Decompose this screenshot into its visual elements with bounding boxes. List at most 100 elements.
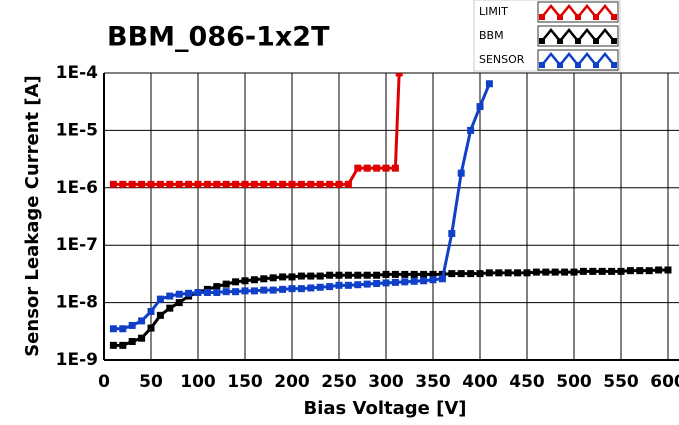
data-point — [232, 288, 240, 296]
data-point — [288, 273, 296, 281]
data-point — [420, 277, 428, 285]
data-point — [166, 304, 174, 312]
data-point — [307, 180, 315, 188]
legend-label: BBM — [479, 29, 504, 42]
data-point — [532, 268, 540, 276]
data-point — [344, 271, 352, 279]
x-tick-label: 550 — [603, 372, 639, 392]
data-point — [561, 268, 569, 276]
data-point — [579, 267, 587, 275]
data-point — [147, 180, 155, 188]
data-point — [420, 270, 428, 278]
x-tick-label: 150 — [227, 372, 263, 392]
x-tick-label: 500 — [556, 372, 592, 392]
legend-marker — [593, 62, 599, 68]
data-point — [326, 271, 334, 279]
data-point — [147, 307, 155, 315]
data-point — [608, 267, 616, 275]
data-point — [316, 272, 324, 280]
data-point — [335, 281, 343, 289]
data-point — [542, 268, 550, 276]
data-point — [326, 283, 334, 291]
data-point — [523, 269, 531, 277]
y-tick-label: 1E-9 — [56, 350, 98, 370]
legend-marker — [539, 62, 545, 68]
data-point — [636, 267, 644, 275]
data-point — [354, 164, 362, 172]
data-point — [119, 325, 127, 333]
data-point — [109, 180, 117, 188]
data-point — [119, 341, 127, 349]
data-point — [363, 164, 371, 172]
data-point — [213, 283, 221, 291]
data-point — [382, 279, 390, 287]
data-point — [448, 270, 456, 278]
legend-marker — [611, 14, 617, 20]
data-point — [391, 270, 399, 278]
data-point — [279, 285, 287, 293]
data-point — [232, 180, 240, 188]
data-point — [373, 271, 381, 279]
data-point — [589, 267, 597, 275]
data-point — [354, 271, 362, 279]
data-point — [410, 270, 418, 278]
data-point — [297, 285, 305, 293]
data-point — [156, 311, 164, 319]
data-point — [147, 324, 155, 332]
data-point — [598, 267, 606, 275]
data-point — [175, 180, 183, 188]
data-point — [269, 274, 277, 282]
data-point — [222, 288, 230, 296]
y-tick-label: 1E-8 — [56, 293, 98, 313]
legend-marker — [539, 38, 545, 44]
data-point — [241, 287, 249, 295]
x-tick-label: 350 — [415, 372, 451, 392]
data-point — [119, 180, 127, 188]
data-point — [363, 280, 371, 288]
data-point — [138, 317, 146, 325]
data-point — [260, 275, 268, 283]
data-point — [269, 286, 277, 294]
legend-marker — [575, 14, 581, 20]
data-point — [476, 270, 484, 278]
data-point — [175, 290, 183, 298]
y-tick-label: 1E-7 — [56, 235, 98, 255]
legend-marker — [611, 38, 617, 44]
data-point — [213, 180, 221, 188]
data-point — [485, 80, 493, 88]
data-point — [382, 164, 390, 172]
data-point — [297, 272, 305, 280]
legend-marker — [557, 62, 563, 68]
data-point — [166, 292, 174, 300]
data-point — [269, 180, 277, 188]
y-tick-label: 1E-6 — [56, 178, 98, 198]
data-point — [203, 180, 211, 188]
data-point — [138, 334, 146, 342]
data-point — [401, 270, 409, 278]
data-point — [429, 270, 437, 278]
x-tick-label: 450 — [509, 372, 545, 392]
data-point — [232, 278, 240, 286]
data-point — [363, 271, 371, 279]
data-point — [655, 266, 663, 274]
data-point — [391, 278, 399, 286]
data-point — [128, 321, 136, 329]
x-tick-label: 200 — [274, 372, 310, 392]
data-point — [664, 266, 672, 274]
data-point — [307, 284, 315, 292]
data-point — [279, 273, 287, 281]
data-point — [185, 180, 193, 188]
data-point — [241, 180, 249, 188]
data-point — [438, 275, 446, 283]
data-point — [316, 180, 324, 188]
data-point — [260, 180, 268, 188]
data-point — [354, 281, 362, 289]
data-point — [109, 341, 117, 349]
data-point — [128, 180, 136, 188]
x-tick-label: 50 — [139, 372, 163, 392]
plot-area — [109, 73, 672, 349]
legend-marker — [539, 14, 545, 20]
data-point — [222, 180, 230, 188]
data-point — [288, 180, 296, 188]
